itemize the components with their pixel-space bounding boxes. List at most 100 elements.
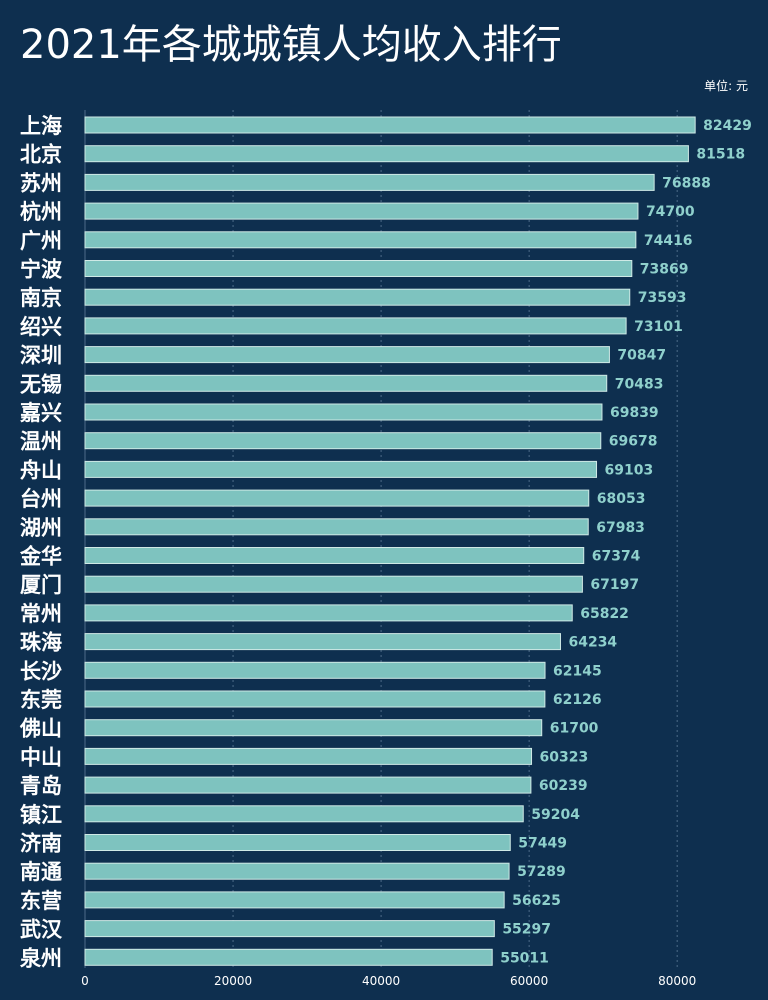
bar	[84, 719, 543, 737]
bar	[84, 231, 637, 249]
category-label: 武汉	[20, 918, 63, 942]
bar	[84, 317, 627, 335]
category-label: 杭州	[20, 200, 62, 224]
bar	[84, 518, 589, 536]
bar	[84, 346, 610, 364]
value-label: 62145	[553, 663, 602, 679]
category-label: 东营	[20, 889, 62, 913]
bar	[84, 202, 639, 220]
x-tick-label: 80000	[658, 974, 696, 988]
bar	[84, 374, 608, 392]
value-label: 70483	[615, 376, 664, 392]
category-label: 北京	[20, 143, 62, 167]
category-label: 深圳	[20, 344, 62, 368]
bar	[84, 116, 696, 134]
value-label: 57289	[517, 864, 566, 880]
category-label: 济南	[20, 832, 62, 856]
bar	[84, 288, 631, 306]
category-label: 镇江	[20, 803, 62, 827]
category-label: 佛山	[19, 717, 62, 741]
category-label: 无锡	[20, 372, 62, 396]
bar	[84, 948, 493, 966]
category-label: 苏州	[20, 171, 62, 195]
bar	[84, 690, 546, 708]
bar	[84, 575, 583, 593]
value-label: 69839	[610, 405, 659, 421]
value-label: 68053	[597, 491, 646, 507]
value-label: 62126	[553, 692, 602, 708]
value-label: 56625	[512, 893, 561, 909]
bar	[84, 834, 511, 851]
value-label: 60323	[540, 749, 589, 765]
value-label: 73101	[634, 319, 683, 335]
category-label: 南通	[20, 860, 62, 884]
value-label: 64234	[568, 635, 617, 651]
bar	[84, 805, 524, 823]
bar	[84, 489, 590, 507]
category-label: 珠海	[20, 631, 62, 655]
category-label: 温州	[20, 430, 62, 454]
bar	[84, 173, 655, 191]
bar	[84, 460, 598, 478]
category-label: 广州	[20, 229, 62, 253]
value-label: 73593	[638, 290, 687, 306]
category-label: 长沙	[20, 659, 62, 683]
category-label: 金华	[19, 545, 62, 569]
bar	[84, 604, 573, 622]
bar	[84, 403, 603, 421]
value-label: 73869	[640, 262, 689, 278]
value-label: 55011	[500, 950, 549, 966]
unit-label: 单位: 元	[704, 78, 748, 93]
value-label: 74416	[644, 233, 693, 249]
value-label: 69678	[609, 434, 658, 450]
value-label: 67374	[592, 549, 641, 565]
value-label: 74700	[646, 204, 695, 220]
category-label: 上海	[20, 114, 62, 138]
value-label: 67983	[596, 520, 645, 536]
bar	[84, 260, 633, 277]
category-label: 厦门	[20, 573, 62, 597]
value-label: 76888	[662, 175, 711, 191]
x-tick-label: 60000	[510, 974, 548, 988]
value-label: 59204	[531, 807, 580, 823]
grid-lines	[84, 110, 678, 968]
value-label: 67197	[590, 577, 639, 593]
value-label: 60239	[539, 778, 588, 794]
bar	[84, 747, 533, 765]
category-label: 南京	[20, 286, 62, 310]
value-label: 70847	[617, 348, 666, 364]
category-label: 绍兴	[20, 315, 62, 339]
value-label: 69103	[605, 462, 654, 478]
value-label: 82429	[703, 118, 752, 134]
category-labels: 上海北京苏州杭州广州宁波南京绍兴深圳无锡嘉兴温州舟山台州湖州金华厦门常州珠海长沙…	[19, 114, 63, 970]
value-label: 55297	[502, 922, 551, 938]
category-label: 中山	[20, 745, 62, 769]
category-label: 东莞	[20, 688, 62, 712]
category-label: 台州	[20, 487, 62, 511]
bar	[84, 432, 602, 450]
x-tick-label: 0	[81, 974, 89, 988]
bar	[84, 145, 689, 163]
category-label: 嘉兴	[20, 401, 62, 425]
category-label: 宁波	[20, 258, 63, 282]
bar	[84, 633, 561, 651]
bar	[84, 891, 505, 909]
category-label: 湖州	[20, 516, 62, 540]
category-label: 常州	[20, 602, 62, 626]
bar	[84, 862, 510, 880]
bar	[84, 661, 546, 679]
category-label: 青岛	[20, 774, 62, 798]
category-label: 泉州	[20, 946, 62, 970]
x-axis-ticks: 0 20000 40000 60000 80000	[81, 974, 696, 988]
chart-title: 2021年各城城镇人均收入排行	[20, 22, 562, 68]
value-label: 65822	[580, 606, 629, 622]
bar	[84, 776, 532, 794]
value-label: 57449	[518, 836, 567, 852]
value-label: 81518	[696, 147, 745, 163]
value-labels: 82429 81518 76888 74700 74416 73869 73593 73101…	[500, 118, 752, 966]
value-label: 61700	[550, 721, 599, 737]
bars	[84, 116, 696, 966]
bar	[84, 547, 585, 564]
x-tick-label: 40000	[362, 974, 400, 988]
